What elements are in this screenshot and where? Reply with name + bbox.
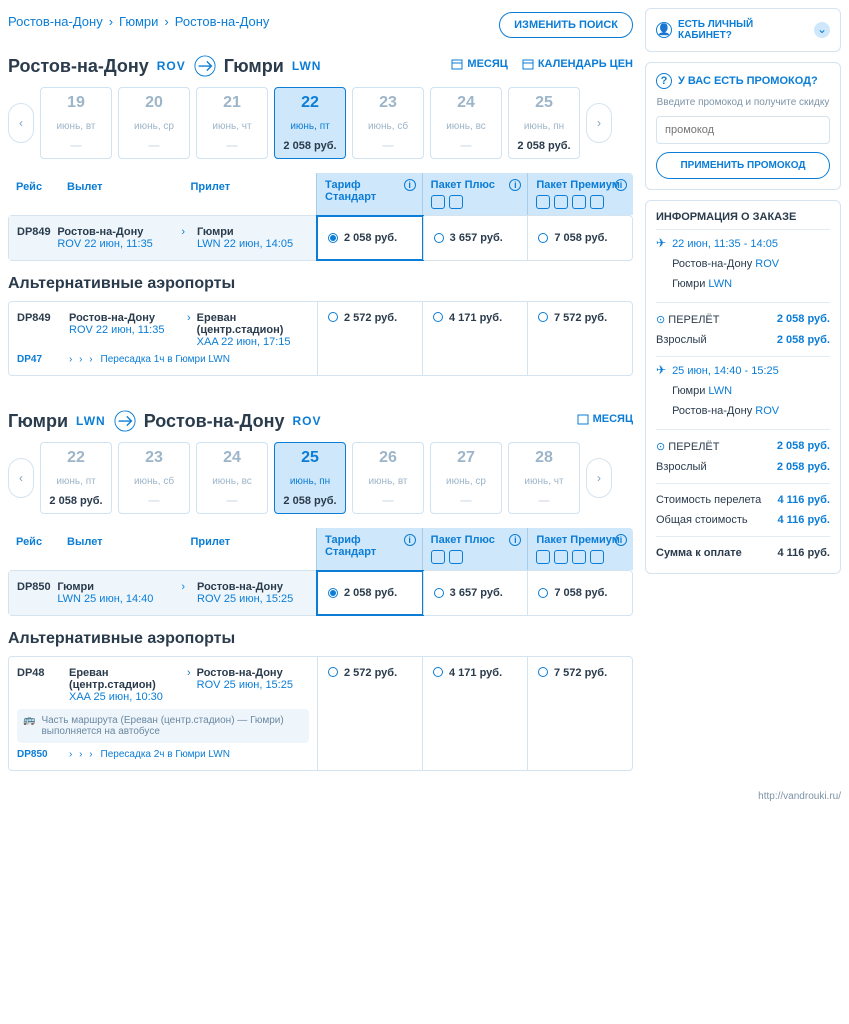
breadcrumb-item[interactable]: Ростов-на-Дону [8, 14, 103, 29]
order-info-card: ИНФОРМАЦИЯ О ЗАКАЗЕ ✈ 22 июн, 11:35 - 14… [645, 200, 841, 574]
flight-number: DP849 [17, 312, 63, 348]
info-icon: i [615, 179, 627, 191]
price-premium[interactable]: 7 058 руб. [527, 216, 632, 260]
transfer-flight: DP47 [17, 354, 63, 365]
return-date-strip: ‹ 22июнь, пт2 058 руб.23июнь, сб—24июнь,… [8, 442, 633, 514]
price-plus[interactable]: 3 657 руб. [423, 216, 528, 260]
date-prev-button[interactable]: ‹ [8, 103, 34, 143]
col-departure: Вылет [67, 181, 184, 207]
date-card[interactable]: 27июнь, ср— [430, 442, 502, 514]
outbound-flight-row: DP849 Ростов-на-ДонуROV 22 июн, 11:35 › … [8, 215, 633, 261]
change-search-button[interactable]: ИЗМЕНИТЬ ПОИСК [499, 12, 633, 38]
breadcrumb-item[interactable]: Ростов-на-Дону [175, 14, 270, 29]
date-next-button[interactable]: › [586, 103, 612, 143]
account-link[interactable]: ЕСТЬ ЛИЧНЫЙ КАБИНЕТ? [678, 19, 808, 41]
date-card[interactable]: 21июнь, чт— [196, 87, 268, 159]
from-code: ROV [157, 59, 186, 73]
plane-icon [114, 410, 136, 432]
arrow-icon: › [175, 226, 191, 250]
flight-number: DP850 [17, 581, 51, 605]
return-alt-row: DP48 Ереван (центр.стадион)XAA 25 июн, 1… [8, 656, 633, 771]
date-prev-button[interactable]: ‹ [8, 458, 34, 498]
month-link[interactable]: МЕСЯЦ [451, 58, 507, 70]
col-flight: Рейс [16, 181, 61, 207]
plane-icon [194, 55, 216, 77]
question-icon: ? [656, 73, 672, 89]
outbound-date-strip: ‹ 19июнь, вт—20июнь, ср—21июнь, чт—22июн… [8, 87, 633, 159]
info-icon: i [404, 179, 416, 191]
fare-plus[interactable]: Пакет Плюсi [422, 173, 528, 215]
date-card[interactable]: 19июнь, вт— [40, 87, 112, 159]
bus-icon: 🚌 [23, 715, 35, 737]
order-info-title: ИНФОРМАЦИЯ О ЗАКАЗЕ [656, 211, 830, 230]
date-card[interactable]: 26июнь, вт— [352, 442, 424, 514]
from-city: Ростов-на-Дону [8, 56, 149, 77]
plane-right-icon: ✈ [656, 236, 666, 296]
expand-icon[interactable]: ⊙ [656, 314, 665, 326]
bus-note: 🚌Часть маршрута (Ереван (центр.стадион) … [17, 709, 309, 743]
date-card[interactable]: 22июнь, пт2 058 руб. [274, 87, 346, 159]
date-card[interactable]: 24июнь, вс— [196, 442, 268, 514]
breadcrumb: Ростов-на-Дону › Гюмри › Ростов-на-Дону [8, 8, 269, 41]
price-plus[interactable]: 3 657 руб. [423, 571, 528, 615]
alt-airports-title: Альтернативные аэропорты [8, 630, 633, 648]
alt-airports-title: Альтернативные аэропорты [8, 275, 633, 293]
col-arrival: Прилет [191, 181, 308, 207]
apply-promo-button[interactable]: ПРИМЕНИТЬ ПРОМОКОД [656, 152, 830, 179]
fare-standard[interactable]: Тариф Стандартi [316, 173, 422, 215]
fare-header-outbound: Рейс Вылет Прилет Тариф Стандартi Пакет … [8, 173, 633, 215]
date-card[interactable]: 23июнь, сб— [352, 87, 424, 159]
promo-card: ?У ВАС ЕСТЬ ПРОМОКОД? Введите промокод и… [645, 62, 841, 190]
price-standard[interactable]: 2 058 руб. [316, 570, 424, 616]
date-card[interactable]: 28июнь, чт— [508, 442, 580, 514]
fare-header-return: Рейс Вылет Прилет Тариф Стандартi Пакет … [8, 528, 633, 570]
date-card[interactable]: 25июнь, пн2 058 руб. [274, 442, 346, 514]
to-city: Гюмри [224, 56, 284, 77]
baggage-icon [431, 195, 445, 209]
wheelchair-icon [449, 195, 463, 209]
outbound-alt-row: DP849 Ростов-на-ДонуROV 22 июн, 11:35 › … [8, 301, 633, 376]
alt-price-plus[interactable]: 4 171 руб. [422, 302, 527, 375]
date-card[interactable]: 20июнь, ср— [118, 87, 190, 159]
alt-price-standard[interactable]: 2 572 руб. [317, 302, 422, 375]
flight-number: DP48 [17, 667, 63, 703]
chevron-down-icon[interactable]: ⌄ [814, 22, 830, 38]
flight-number: DP849 [17, 226, 51, 250]
plane-left-icon: ✈ [656, 363, 666, 423]
date-card[interactable]: 24июнь, вс— [430, 87, 502, 159]
to-code: LWN [292, 59, 322, 73]
breadcrumb-item[interactable]: Гюмри [119, 14, 158, 29]
footer-url: http://vandrouki.ru/ [0, 787, 849, 806]
outbound-route-heading: Ростов-на-Дону ROV Гюмри LWN [8, 55, 321, 77]
user-icon: 👤 [656, 22, 672, 38]
date-card[interactable]: 25июнь, пн2 058 руб. [508, 87, 580, 159]
month-link[interactable]: МЕСЯЦ [577, 413, 633, 425]
date-next-button[interactable]: › [586, 458, 612, 498]
price-premium[interactable]: 7 058 руб. [527, 571, 632, 615]
date-card[interactable]: 23июнь, сб— [118, 442, 190, 514]
fare-premium[interactable]: Пакет Премиумi [527, 173, 633, 215]
price-calendar-link[interactable]: КАЛЕНДАРЬ ЦЕН [522, 58, 633, 70]
promo-input[interactable] [656, 116, 830, 144]
price-standard[interactable]: 2 058 руб. [316, 215, 424, 261]
info-icon: i [509, 179, 521, 191]
return-route-heading: Гюмри LWN Ростов-на-Дону ROV [8, 410, 321, 432]
alt-price-premium[interactable]: 7 572 руб. [527, 302, 632, 375]
return-flight-row: DP850 ГюмриLWN 25 июн, 14:40 › Ростов-на… [8, 570, 633, 616]
date-card[interactable]: 22июнь, пт2 058 руб. [40, 442, 112, 514]
